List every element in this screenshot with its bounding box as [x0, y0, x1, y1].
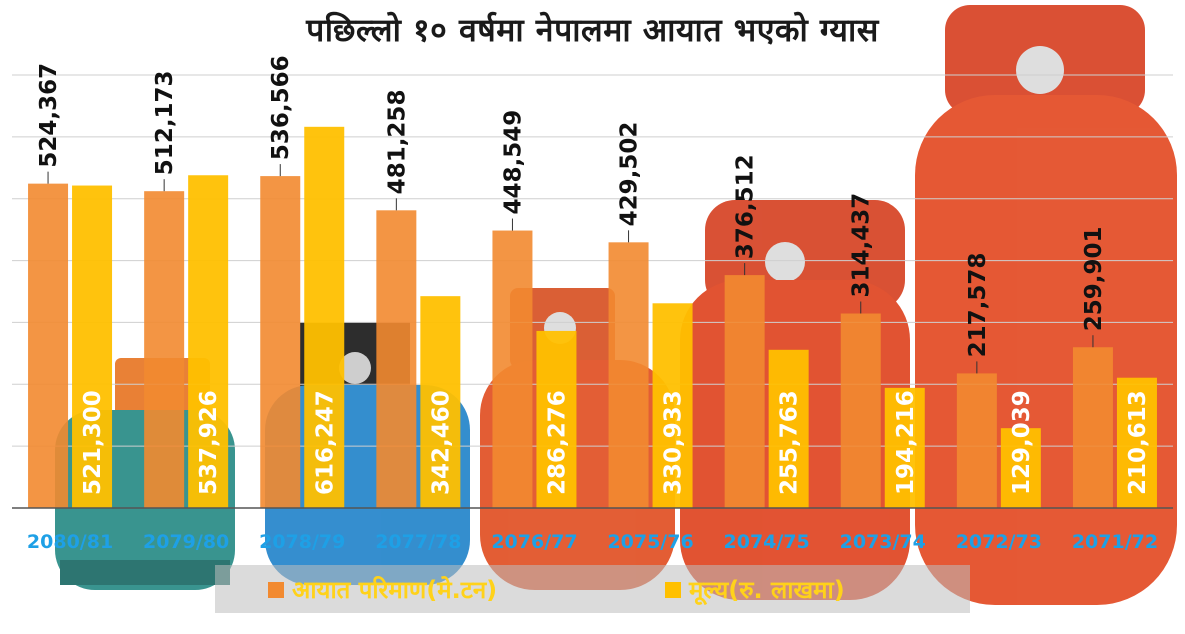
category-label: 2079/80 [143, 531, 229, 553]
category-label: 2075/76 [607, 531, 693, 553]
legend-label-import: आयात परिमाण(मे.टन) [292, 576, 497, 604]
data-label-import: 429,502 [617, 122, 643, 227]
data-label-value: 129,039 [1009, 390, 1035, 495]
bar-import-quantity [956, 373, 997, 508]
legend-swatch-value [665, 582, 681, 598]
category-label: 2078/79 [259, 531, 345, 553]
bar-import-quantity [840, 313, 881, 508]
category-label: 2077/78 [375, 531, 461, 553]
data-label-value: 521,300 [80, 390, 106, 495]
bar-value [768, 349, 809, 508]
category-label: 2071/72 [1072, 531, 1158, 553]
bar-import-quantity [492, 230, 533, 508]
chart-title: पछिल्लो १० वर्षमा नेपालमा आयात भएको ग्या… [306, 11, 879, 49]
data-label-value: 210,613 [1125, 390, 1151, 495]
category-label: 2080/81 [27, 531, 113, 553]
bar-value [188, 175, 229, 509]
legend-swatch-import [268, 582, 284, 598]
bar-value [884, 387, 925, 508]
bar-value [304, 126, 345, 508]
data-label-value: 286,276 [544, 390, 570, 495]
bar-import-quantity [724, 275, 765, 508]
bar-value [420, 296, 461, 508]
bar-import-quantity [376, 210, 417, 508]
bar-value [536, 330, 577, 508]
category-label: 2073/74 [840, 531, 926, 553]
legend-label-value: मूल्य(रु. लाखमा) [688, 576, 845, 606]
legend: आयात परिमाण(मे.टन) मूल्य(रु. लाखमा) [215, 565, 970, 613]
data-label-import: 481,258 [384, 90, 410, 195]
data-label-value: 537,926 [196, 390, 222, 495]
value-labels: 524,367 521,300 512,173 537,926 536,566 616,2… [36, 55, 1151, 495]
data-label-value: 255,763 [777, 390, 803, 495]
category-label: 2072/73 [956, 531, 1042, 553]
category-labels: 2080/81 2079/80 2078/79 2077/78 2076/77 2075/… [27, 531, 1158, 553]
data-label-import: 217,578 [965, 253, 991, 358]
bar-value [1000, 428, 1041, 508]
bar-import-quantity [608, 242, 649, 508]
category-label: 2076/77 [491, 531, 577, 553]
data-label-import: 524,367 [36, 63, 62, 168]
bar-value [1116, 377, 1157, 508]
data-label-value: 194,216 [893, 390, 919, 495]
data-label-value: 330,933 [661, 390, 687, 495]
bar-import-quantity [260, 176, 301, 509]
data-label-import: 512,173 [152, 70, 178, 175]
bar-value [652, 303, 693, 508]
data-label-import: 314,437 [849, 193, 875, 298]
data-label-import: 448,549 [500, 110, 526, 215]
data-label-value: 616,247 [312, 390, 338, 495]
category-label: 2074/75 [724, 531, 810, 553]
data-label-import: 259,901 [1081, 226, 1107, 331]
bar-import-quantity [28, 183, 69, 509]
data-label-import: 376,512 [733, 154, 759, 259]
bar-value [72, 185, 113, 509]
bars [28, 126, 1157, 509]
bar-import-quantity [144, 191, 185, 508]
data-label-value: 342,460 [428, 390, 454, 495]
bar-import-quantity [1072, 347, 1113, 508]
data-label-import: 536,566 [268, 55, 294, 160]
